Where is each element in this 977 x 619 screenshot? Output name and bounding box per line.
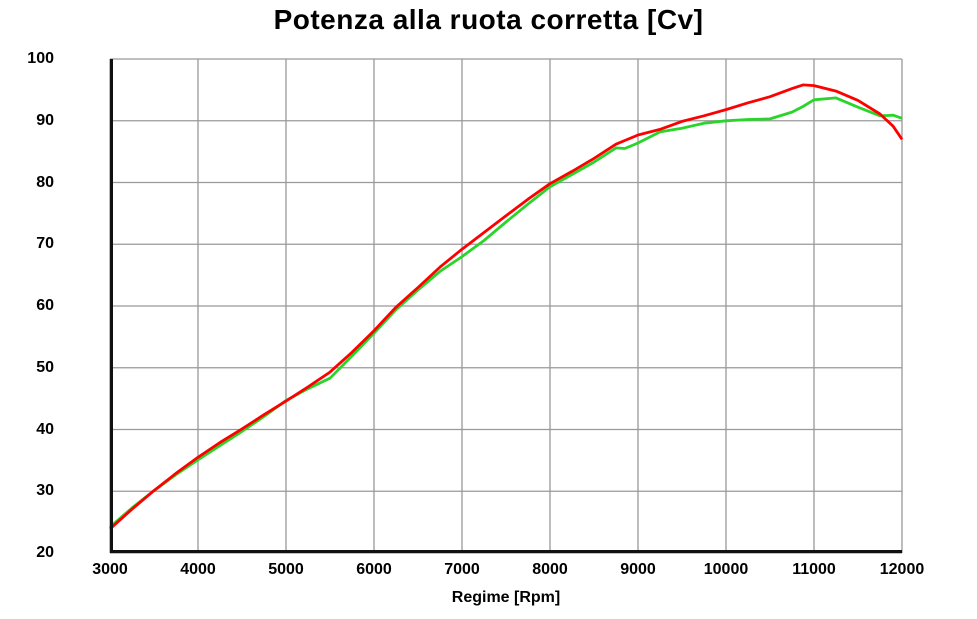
x-tick-label: 10000 <box>703 561 749 578</box>
series-run-1-red <box>109 83 904 530</box>
chart-title: Potenza alla ruota corretta [Cv] <box>273 4 704 35</box>
x-axis-title: Regime [Rpm] <box>451 589 561 606</box>
x-tick-label: 11000 <box>792 561 836 578</box>
x-tick-label: 7000 <box>444 561 480 578</box>
y-tick-label: 60 <box>36 297 54 314</box>
x-tick-label: 6000 <box>356 561 392 578</box>
x-tick-label: 12000 <box>879 561 925 578</box>
y-tick-label: 70 <box>36 235 54 253</box>
x-tick-label: 3000 <box>92 561 128 578</box>
series-run-2-green <box>109 96 903 529</box>
chart-plot <box>109 58 904 554</box>
y-tick-label: 50 <box>36 358 54 376</box>
plot-area <box>109 58 904 554</box>
y-tick-label: 80 <box>36 173 54 191</box>
y-tick-label: 40 <box>36 420 54 438</box>
y-tick-label: 30 <box>36 482 54 500</box>
y-tick-label: 90 <box>36 111 54 129</box>
x-tick-label: 9000 <box>620 561 656 578</box>
y-tick-label: 20 <box>36 544 54 561</box>
axis-frame <box>110 59 902 553</box>
x-tick-label: 8000 <box>532 561 568 578</box>
x-tick-label: 4000 <box>180 561 216 578</box>
y-tick-label: 100 <box>27 50 54 67</box>
x-tick-label: 5000 <box>268 561 304 578</box>
